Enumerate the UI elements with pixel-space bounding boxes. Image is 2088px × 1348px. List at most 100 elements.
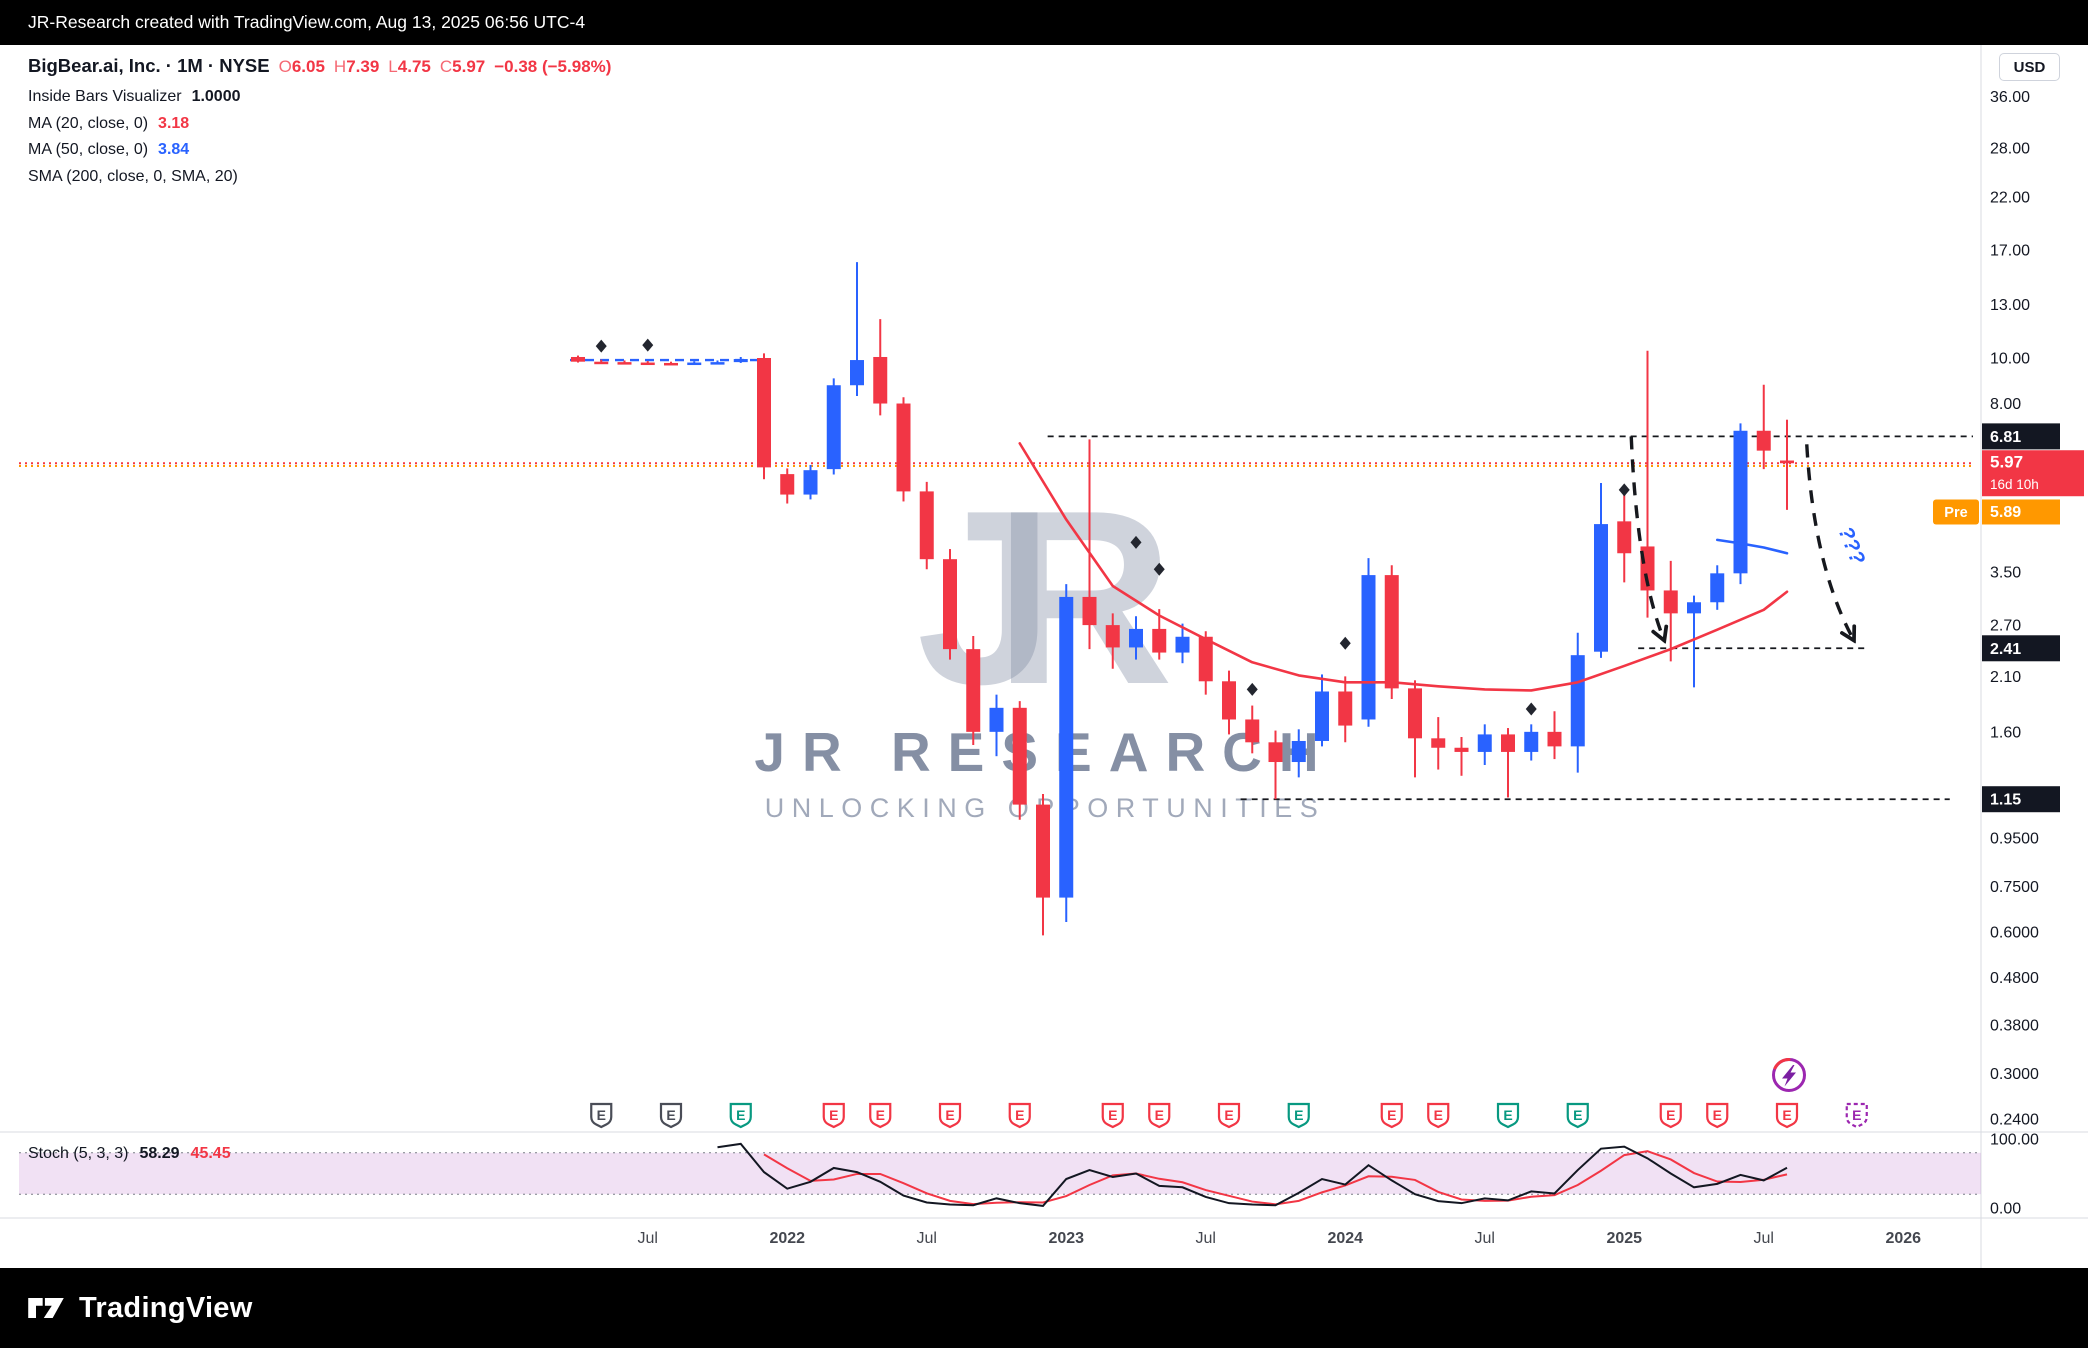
candle-body <box>1152 628 1167 653</box>
earnings-letter: E <box>945 1107 954 1123</box>
time-tick: Jul <box>1475 1230 1495 1247</box>
candle-body <box>1175 636 1190 653</box>
earnings-icon[interactable] <box>1427 1102 1450 1129</box>
pre-market-price: 5.89 <box>1990 504 2021 521</box>
level-price-value: 2.41 <box>1990 641 2021 658</box>
earnings-icon[interactable] <box>1775 1102 1799 1129</box>
stoch-legend-row[interactable]: Stoch (5, 3, 3) 58.29 45.45 <box>28 1145 231 1163</box>
earnings-letter: E <box>876 1107 885 1123</box>
earnings-icon[interactable] <box>869 1102 892 1129</box>
ohlc-close: C5.97 <box>439 57 486 76</box>
symbol-title[interactable]: BigBear.ai, Inc. · 1M · NYSE <box>28 55 270 76</box>
price-tick: 36.00 <box>1990 89 2030 106</box>
earnings-icon[interactable] <box>1496 1102 1520 1129</box>
time-tick: Jul <box>917 1230 937 1247</box>
candle-body <box>1361 575 1376 720</box>
diamond-marker <box>1153 562 1165 576</box>
candles-layer[interactable] <box>571 262 1794 936</box>
candle-body <box>687 362 702 366</box>
earnings-icon[interactable] <box>1101 1102 1124 1129</box>
earnings-icon[interactable] <box>1659 1102 1682 1129</box>
candle-body <box>1384 575 1399 689</box>
lightning-bolt-icon <box>1782 1065 1796 1087</box>
price-tick: 0.6000 <box>1990 924 2039 941</box>
watermark-title: JR RESEARCH <box>754 721 1336 784</box>
earnings-letter: E <box>1108 1107 1117 1123</box>
candle-body <box>896 403 911 492</box>
earnings-icon[interactable] <box>1380 1102 1403 1129</box>
ohlc-open: O6.05 <box>278 57 325 76</box>
candle-body <box>664 362 678 366</box>
earnings-letter: E <box>1294 1107 1303 1123</box>
earnings-icon[interactable] <box>1148 1102 1171 1129</box>
flash-event-icon[interactable] <box>1772 1057 1806 1092</box>
price-tick: 0.7500 <box>1990 879 2039 896</box>
price-tick: 0.3800 <box>1990 1018 2039 1035</box>
candle-body <box>1431 738 1446 748</box>
indicator-row-inside-bars[interactable]: Inside Bars Visualizer 1.0000 <box>28 84 611 111</box>
candle-body <box>1733 430 1748 574</box>
price-tick: 17.00 <box>1990 242 2030 259</box>
ma20-line <box>1018 442 1789 692</box>
candle-body <box>919 491 934 560</box>
price-tick: 0.9500 <box>1990 831 2039 848</box>
candle-body <box>1245 719 1260 743</box>
earnings-letter: E <box>1434 1107 1443 1123</box>
projection-arrow[interactable] <box>1629 436 1664 639</box>
pre-market-label <box>1982 499 2060 525</box>
level-price-label <box>1982 423 2060 450</box>
price-tick: 8.00 <box>1990 396 2021 413</box>
earnings-icon[interactable] <box>1008 1102 1031 1129</box>
candle-body <box>1547 731 1562 747</box>
earnings-letter: E <box>829 1107 838 1123</box>
price-tick: 3.50 <box>1990 565 2021 582</box>
candle-body <box>966 649 981 732</box>
topbar-text: JR-Research created with TradingView.com… <box>28 12 586 32</box>
earnings-icon[interactable] <box>1566 1102 1589 1129</box>
indicator-row-ma20[interactable]: MA (20, close, 0) 3.18 <box>28 111 611 138</box>
tradingview-logo-icon[interactable] <box>26 1292 66 1324</box>
earnings-icon[interactable] <box>822 1102 845 1129</box>
indicator-row-ma50[interactable]: MA (50, close, 0) 3.84 <box>28 137 611 164</box>
earnings-letter: E <box>1852 1107 1861 1123</box>
time-tick: 2022 <box>769 1230 805 1247</box>
candle-body <box>733 359 748 363</box>
candle-body <box>1687 602 1701 614</box>
currency-button[interactable]: USD <box>1999 53 2060 81</box>
price-tick: 10.00 <box>1990 351 2030 368</box>
pre-market-tag: Pre <box>1944 505 1967 521</box>
indicator-row-sma200[interactable]: SMA (200, close, 0, SMA, 20) <box>28 164 611 191</box>
inside-bar-diamond-markers <box>595 338 1630 716</box>
level-price-value: 6.81 <box>1990 429 2021 446</box>
candle-body <box>1129 628 1143 648</box>
earnings-icon[interactable] <box>1845 1102 1868 1129</box>
candle-body <box>1012 707 1027 805</box>
earnings-icon[interactable] <box>938 1102 962 1129</box>
tradingview-brand[interactable]: TradingView <box>79 1291 253 1324</box>
earnings-icon[interactable] <box>590 1102 613 1129</box>
annotations: ??? <box>1834 523 1870 567</box>
earnings-icon[interactable] <box>729 1102 752 1129</box>
candle-body <box>1268 742 1283 763</box>
question-annotation[interactable]: ??? <box>1834 523 1870 567</box>
earnings-icon[interactable] <box>1217 1102 1241 1129</box>
earnings-letter: E <box>1387 1107 1396 1123</box>
candle-body <box>873 356 888 404</box>
earnings-icon[interactable] <box>659 1102 683 1129</box>
price-axis[interactable]: 36.0028.0022.0017.0013.0010.008.006.004.… <box>1990 89 2039 1217</box>
candle-body <box>780 474 795 495</box>
watermark-letter-j: J <box>916 458 1055 736</box>
candle-body <box>1315 691 1329 741</box>
earnings-icon[interactable] <box>1706 1102 1729 1129</box>
time-axis[interactable]: Jul 2022 Jul 2023 Jul 2024 Jul 2025 Jul 2026 <box>638 1230 1922 1247</box>
candle-body <box>1454 747 1469 752</box>
earnings-letter: E <box>1666 1107 1675 1123</box>
projection-arrow[interactable] <box>1805 444 1854 639</box>
symbol-legend-row[interactable]: BigBear.ai, Inc. · 1M · NYSE O6.05 H7.39… <box>28 55 611 84</box>
price-change: −0.38 (−5.98%) <box>494 57 612 76</box>
candle-body <box>1570 655 1585 747</box>
candle-body <box>1594 524 1608 652</box>
earnings-icon[interactable] <box>1287 1102 1310 1129</box>
